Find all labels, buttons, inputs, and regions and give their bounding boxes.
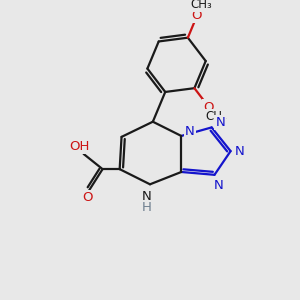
Text: N: N: [213, 179, 223, 192]
Text: N: N: [141, 190, 151, 203]
Text: N: N: [185, 125, 195, 138]
Text: O: O: [82, 191, 93, 204]
Text: H: H: [141, 201, 151, 214]
Text: OH: OH: [70, 140, 90, 153]
Text: CH₃: CH₃: [206, 110, 227, 123]
Text: O: O: [192, 9, 202, 22]
Text: N: N: [215, 116, 225, 129]
Text: CH₃: CH₃: [191, 0, 213, 11]
Text: N: N: [234, 145, 244, 158]
Text: O: O: [203, 100, 214, 113]
